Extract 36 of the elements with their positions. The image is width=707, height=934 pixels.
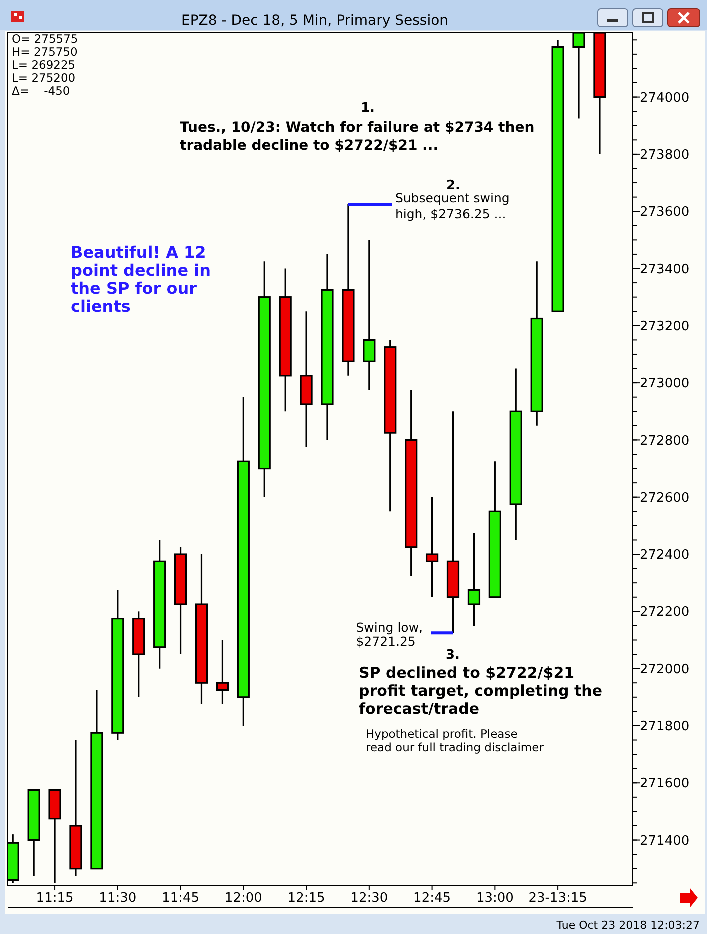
x-tick-label: 13:00 xyxy=(476,891,514,906)
y-tick-label: 273200 xyxy=(640,319,690,334)
x-tick-label: 12:30 xyxy=(350,891,388,906)
candlestick xyxy=(363,239,376,392)
annotation: O= 275575 H= 275750 L= 269225 L= 275200 Δ= -450 xyxy=(12,32,78,98)
y-tick-label: 272000 xyxy=(640,662,690,678)
candlestick xyxy=(468,532,481,627)
y-tick-label: 272200 xyxy=(640,605,690,620)
annotation: Hypothetical profit. Please read our full trading disclaimer xyxy=(366,727,544,754)
x-tick-label: 12:00 xyxy=(224,891,262,906)
y-tick-label: 273000 xyxy=(640,376,690,392)
x-tick-label: 11:45 xyxy=(162,891,200,906)
x-tick-label: 12:15 xyxy=(288,891,326,906)
annotation: 3. SP declined to $2722/$21 profit target, completing the forecast/trade xyxy=(359,648,602,718)
y-tick-label: 272800 xyxy=(640,434,690,449)
x-tick-label: 11:15 xyxy=(36,891,74,906)
text: Tue Oct 23 2018 12:03:27 xyxy=(556,919,700,932)
annotation: Beautiful! A 12 point decline in the SP for our clients xyxy=(71,243,211,316)
y-tick-label: 272400 xyxy=(640,548,690,564)
x-tick-label: 12:45 xyxy=(414,891,452,906)
annotation: 1. Tues., 10/23: Watch for failure at $2734 then tradable decline to $2722/$21 ... xyxy=(180,101,535,154)
chart-title: EPZ8 - Dec 18, 5 Min, Primary Session xyxy=(181,13,449,29)
x-tick-label: 11:30 xyxy=(99,891,137,906)
candlestick xyxy=(426,496,439,598)
annotation: 2. Subsequent swing high, $2736.25 ... xyxy=(395,178,510,222)
candlestick xyxy=(216,639,230,706)
y-tick-label: 273800 xyxy=(640,148,690,163)
x-tick-label: 23-13:15 xyxy=(528,891,588,906)
y-tick-label: 271600 xyxy=(640,776,690,792)
y-tick-label: 272600 xyxy=(640,490,690,506)
y-tick-label: 273400 xyxy=(640,262,690,278)
y-tick-label: 271800 xyxy=(640,720,690,735)
y-tick-label: 271400 xyxy=(640,834,690,849)
annotation: Swing low, $2721.25 xyxy=(356,620,424,650)
y-tick-label: 273600 xyxy=(640,205,690,220)
y-tick-label: 274000 xyxy=(640,90,690,106)
